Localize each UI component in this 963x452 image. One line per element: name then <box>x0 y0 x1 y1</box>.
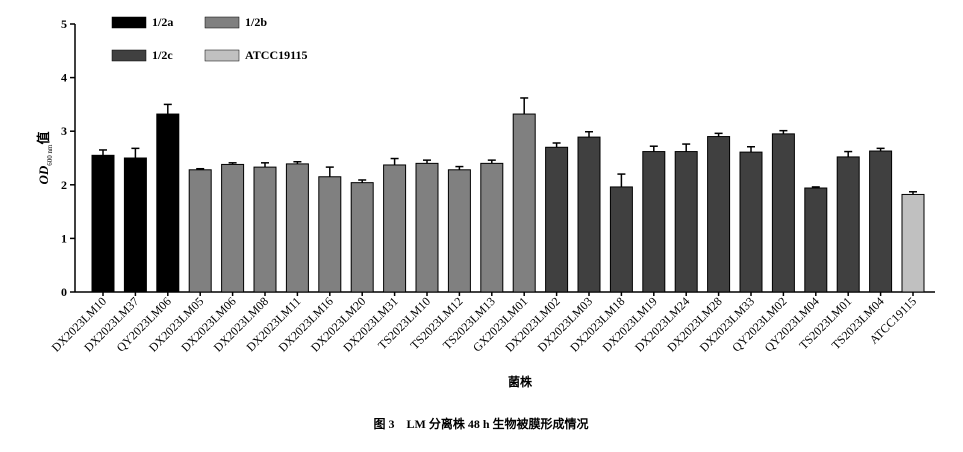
y-axis-label: OD600 nm值 <box>36 132 54 185</box>
bar <box>253 166 277 293</box>
y-tick-label: 1 <box>61 231 67 245</box>
bar <box>285 163 309 293</box>
bar <box>707 136 731 293</box>
bar <box>415 162 439 293</box>
bar <box>480 162 504 293</box>
bar <box>512 113 536 293</box>
legend-swatch <box>111 49 147 62</box>
bar <box>577 136 601 293</box>
bar <box>350 182 374 293</box>
bar <box>545 146 569 293</box>
y-tick-label: 0 <box>61 285 67 299</box>
legend-label: 1/2a <box>152 15 173 29</box>
bar <box>91 154 115 293</box>
y-tick-label: 5 <box>61 17 67 31</box>
legend-label: 1/2c <box>152 48 173 62</box>
bar <box>869 150 893 293</box>
y-label-sub: 600 nm <box>46 144 54 166</box>
bar <box>188 169 212 293</box>
legend-label: ATCC19115 <box>245 48 307 62</box>
legend-swatch <box>204 16 240 29</box>
y-label-suffix: 值 <box>36 132 51 145</box>
legend-label: 1/2b <box>245 15 267 29</box>
caption: 图 3 LM 分离株 48 h 生物被膜形成情况 <box>373 416 588 431</box>
bar <box>836 156 860 293</box>
y-label-main: OD <box>36 165 51 184</box>
bar <box>447 169 471 293</box>
bar <box>123 157 147 293</box>
bar <box>383 164 407 293</box>
bar <box>642 151 666 293</box>
bar <box>901 193 925 293</box>
bar <box>804 187 828 293</box>
legend-swatch <box>204 49 240 62</box>
bar <box>771 133 795 293</box>
legend-swatch <box>111 16 147 29</box>
bar <box>318 176 342 293</box>
y-tick-label: 4 <box>61 71 67 85</box>
x-axis-label: 菌株 <box>508 374 533 389</box>
bar <box>221 163 245 293</box>
bar <box>739 151 763 293</box>
bar <box>609 186 633 293</box>
bar <box>156 113 180 293</box>
y-tick-label: 3 <box>61 124 67 138</box>
y-tick-label: 2 <box>61 178 67 192</box>
bar <box>674 151 698 293</box>
